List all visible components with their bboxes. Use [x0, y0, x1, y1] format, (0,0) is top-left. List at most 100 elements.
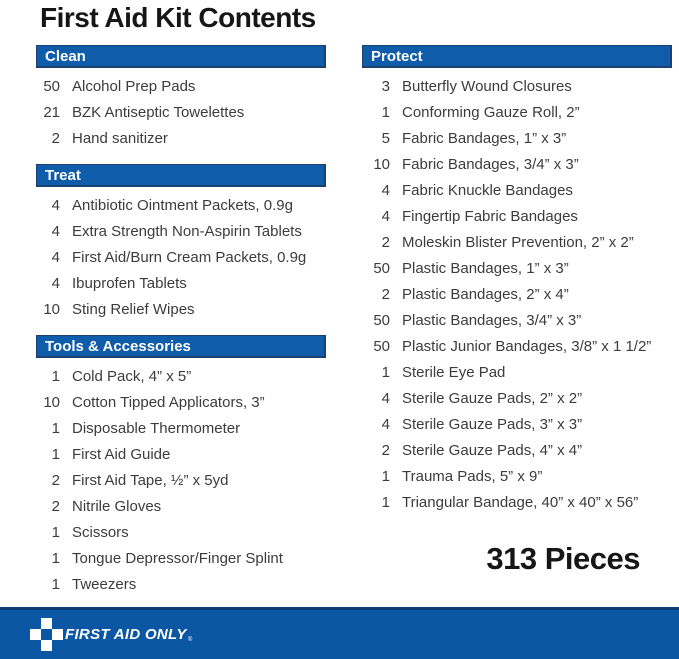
section-header: Protect — [362, 45, 672, 68]
item-name: Tongue Depressor/Finger Splint — [72, 549, 283, 567]
item-name: Fabric Bandages, 1” x 3” — [402, 129, 567, 147]
item-quantity: 4 — [51, 222, 60, 240]
item-name: Plastic Bandages, 2” x 4” — [402, 285, 569, 303]
section-header: Treat — [36, 164, 326, 187]
item-list: 50 Alcohol Prep Pads 21 BZK Antiseptic T… — [36, 73, 326, 151]
list-item: 1 Trauma Pads, 5” x 9” — [362, 463, 672, 489]
list-item: 1 Tongue Depressor/Finger Splint — [36, 545, 326, 571]
item-name: First Aid/Burn Cream Packets, 0.9g — [72, 248, 307, 266]
brand-logo: FIRST AID ONLY ® — [30, 618, 192, 651]
item-quantity: 3 — [381, 77, 390, 95]
item-quantity: 1 — [51, 549, 60, 567]
item-name: Sterile Gauze Pads, 3” x 3” — [402, 415, 583, 433]
footer-brand-bar: FIRST AID ONLY ® — [0, 607, 679, 659]
list-item: 10 Fabric Bandages, 3/4” x 3” — [362, 151, 672, 177]
columns-container: Clean 50 Alcohol Prep Pads 21 BZK Antise… — [0, 45, 679, 597]
item-quantity: 50 — [373, 337, 390, 355]
list-item: 10 Sting Relief Wipes — [36, 296, 326, 322]
item-quantity: 1 — [51, 367, 60, 385]
item-quantity: 50 — [43, 77, 60, 95]
item-quantity: 10 — [43, 300, 60, 318]
item-quantity: 1 — [51, 445, 60, 463]
total-pieces-label: 313 Pieces — [486, 541, 640, 576]
item-quantity: 4 — [51, 274, 60, 292]
list-item: 4 Extra Strength Non-Aspirin Tablets — [36, 218, 326, 244]
list-item: 4 Fingertip Fabric Bandages — [362, 203, 672, 229]
item-name: Antibiotic Ointment Packets, 0.9g — [72, 196, 293, 214]
item-quantity: 2 — [51, 471, 60, 489]
item-quantity: 1 — [381, 363, 390, 381]
list-item: 50 Alcohol Prep Pads — [36, 73, 326, 99]
left-column: Clean 50 Alcohol Prep Pads 21 BZK Antise… — [36, 45, 326, 597]
list-item: 50 Plastic Junior Bandages, 3/8” x 1 1/2… — [362, 333, 672, 359]
contents-section: Treat 4 Antibiotic Ointment Packets, 0.9… — [36, 164, 326, 322]
list-item: 1 Sterile Eye Pad — [362, 359, 672, 385]
list-item: 1 Triangular Bandage, 40” x 40” x 56” — [362, 489, 672, 515]
item-name: Plastic Bandages, 3/4” x 3” — [402, 311, 582, 329]
item-name: Fabric Bandages, 3/4” x 3” — [402, 155, 579, 173]
section-header-label: Tools & Accessories — [45, 337, 191, 355]
cross-square — [41, 618, 52, 629]
item-quantity: 1 — [381, 467, 390, 485]
item-name: Nitrile Gloves — [72, 497, 162, 515]
item-quantity: 4 — [381, 389, 390, 407]
item-name: Alcohol Prep Pads — [72, 77, 196, 95]
item-quantity: 21 — [43, 103, 60, 121]
list-item: 4 Fabric Knuckle Bandages — [362, 177, 672, 203]
item-quantity: 2 — [51, 129, 60, 147]
cross-square — [52, 629, 63, 640]
item-name: Hand sanitizer — [72, 129, 168, 147]
item-name: Fabric Knuckle Bandages — [402, 181, 573, 199]
item-quantity: 4 — [381, 207, 390, 225]
registered-mark-icon: ® — [187, 637, 193, 643]
item-quantity: 1 — [381, 103, 390, 121]
list-item: 50 Plastic Bandages, 1” x 3” — [362, 255, 672, 281]
list-item: 1 Cold Pack, 4” x 5” — [36, 363, 326, 389]
item-quantity: 4 — [381, 181, 390, 199]
item-name: Sterile Gauze Pads, 4” x 4” — [402, 441, 583, 459]
item-quantity: 2 — [51, 497, 60, 515]
list-item: 4 Ibuprofen Tablets — [36, 270, 326, 296]
list-item: 50 Plastic Bandages, 3/4” x 3” — [362, 307, 672, 333]
section-header-label: Protect — [371, 47, 423, 65]
item-name: Disposable Thermometer — [72, 419, 241, 437]
item-name: Sterile Eye Pad — [402, 363, 506, 381]
item-name: Butterfly Wound Closures — [402, 77, 572, 95]
item-quantity: 50 — [373, 311, 390, 329]
list-item: 2 Moleskin Blister Prevention, 2” x 2” — [362, 229, 672, 255]
item-name: Plastic Junior Bandages, 3/8” x 1 1/2” — [402, 337, 652, 355]
item-name: Conforming Gauze Roll, 2” — [402, 103, 580, 121]
item-quantity: 1 — [381, 493, 390, 511]
item-name: BZK Antiseptic Towelettes — [72, 103, 245, 121]
list-item: 1 Disposable Thermometer — [36, 415, 326, 441]
item-name: Moleskin Blister Prevention, 2” x 2” — [402, 233, 634, 251]
item-name: Plastic Bandages, 1” x 3” — [402, 259, 569, 277]
section-header-label: Clean — [45, 47, 86, 65]
item-quantity: 1 — [51, 419, 60, 437]
item-quantity: 2 — [381, 233, 390, 251]
contents-section: Protect 3 Butterfly Wound Closures 1 Con… — [362, 45, 672, 515]
item-quantity: 2 — [381, 441, 390, 459]
item-quantity: 10 — [43, 393, 60, 411]
right-column: Protect 3 Butterfly Wound Closures 1 Con… — [362, 45, 672, 597]
item-quantity: 1 — [51, 575, 60, 593]
list-item: 3 Butterfly Wound Closures — [362, 73, 672, 99]
first-aid-cross-icon — [30, 618, 63, 651]
list-item: 1 Scissors — [36, 519, 326, 545]
list-item: 1 Tweezers — [36, 571, 326, 597]
section-header: Clean — [36, 45, 326, 68]
item-name: Triangular Bandage, 40” x 40” x 56” — [402, 493, 639, 511]
list-item: 1 First Aid Guide — [36, 441, 326, 467]
list-item: 4 First Aid/Burn Cream Packets, 0.9g — [36, 244, 326, 270]
item-name: Ibuprofen Tablets — [72, 274, 187, 292]
item-list: 1 Cold Pack, 4” x 5” 10 Cotton Tipped Ap… — [36, 363, 326, 597]
section-header-label: Treat — [45, 166, 81, 184]
item-name: First Aid Guide — [72, 445, 171, 463]
item-name: First Aid Tape, ½” x 5yd — [72, 471, 229, 489]
item-quantity: 1 — [51, 523, 60, 541]
item-name: Cotton Tipped Applicators, 3” — [72, 393, 265, 411]
list-item: 4 Antibiotic Ointment Packets, 0.9g — [36, 192, 326, 218]
item-name: Fingertip Fabric Bandages — [402, 207, 578, 225]
item-quantity: 4 — [381, 415, 390, 433]
